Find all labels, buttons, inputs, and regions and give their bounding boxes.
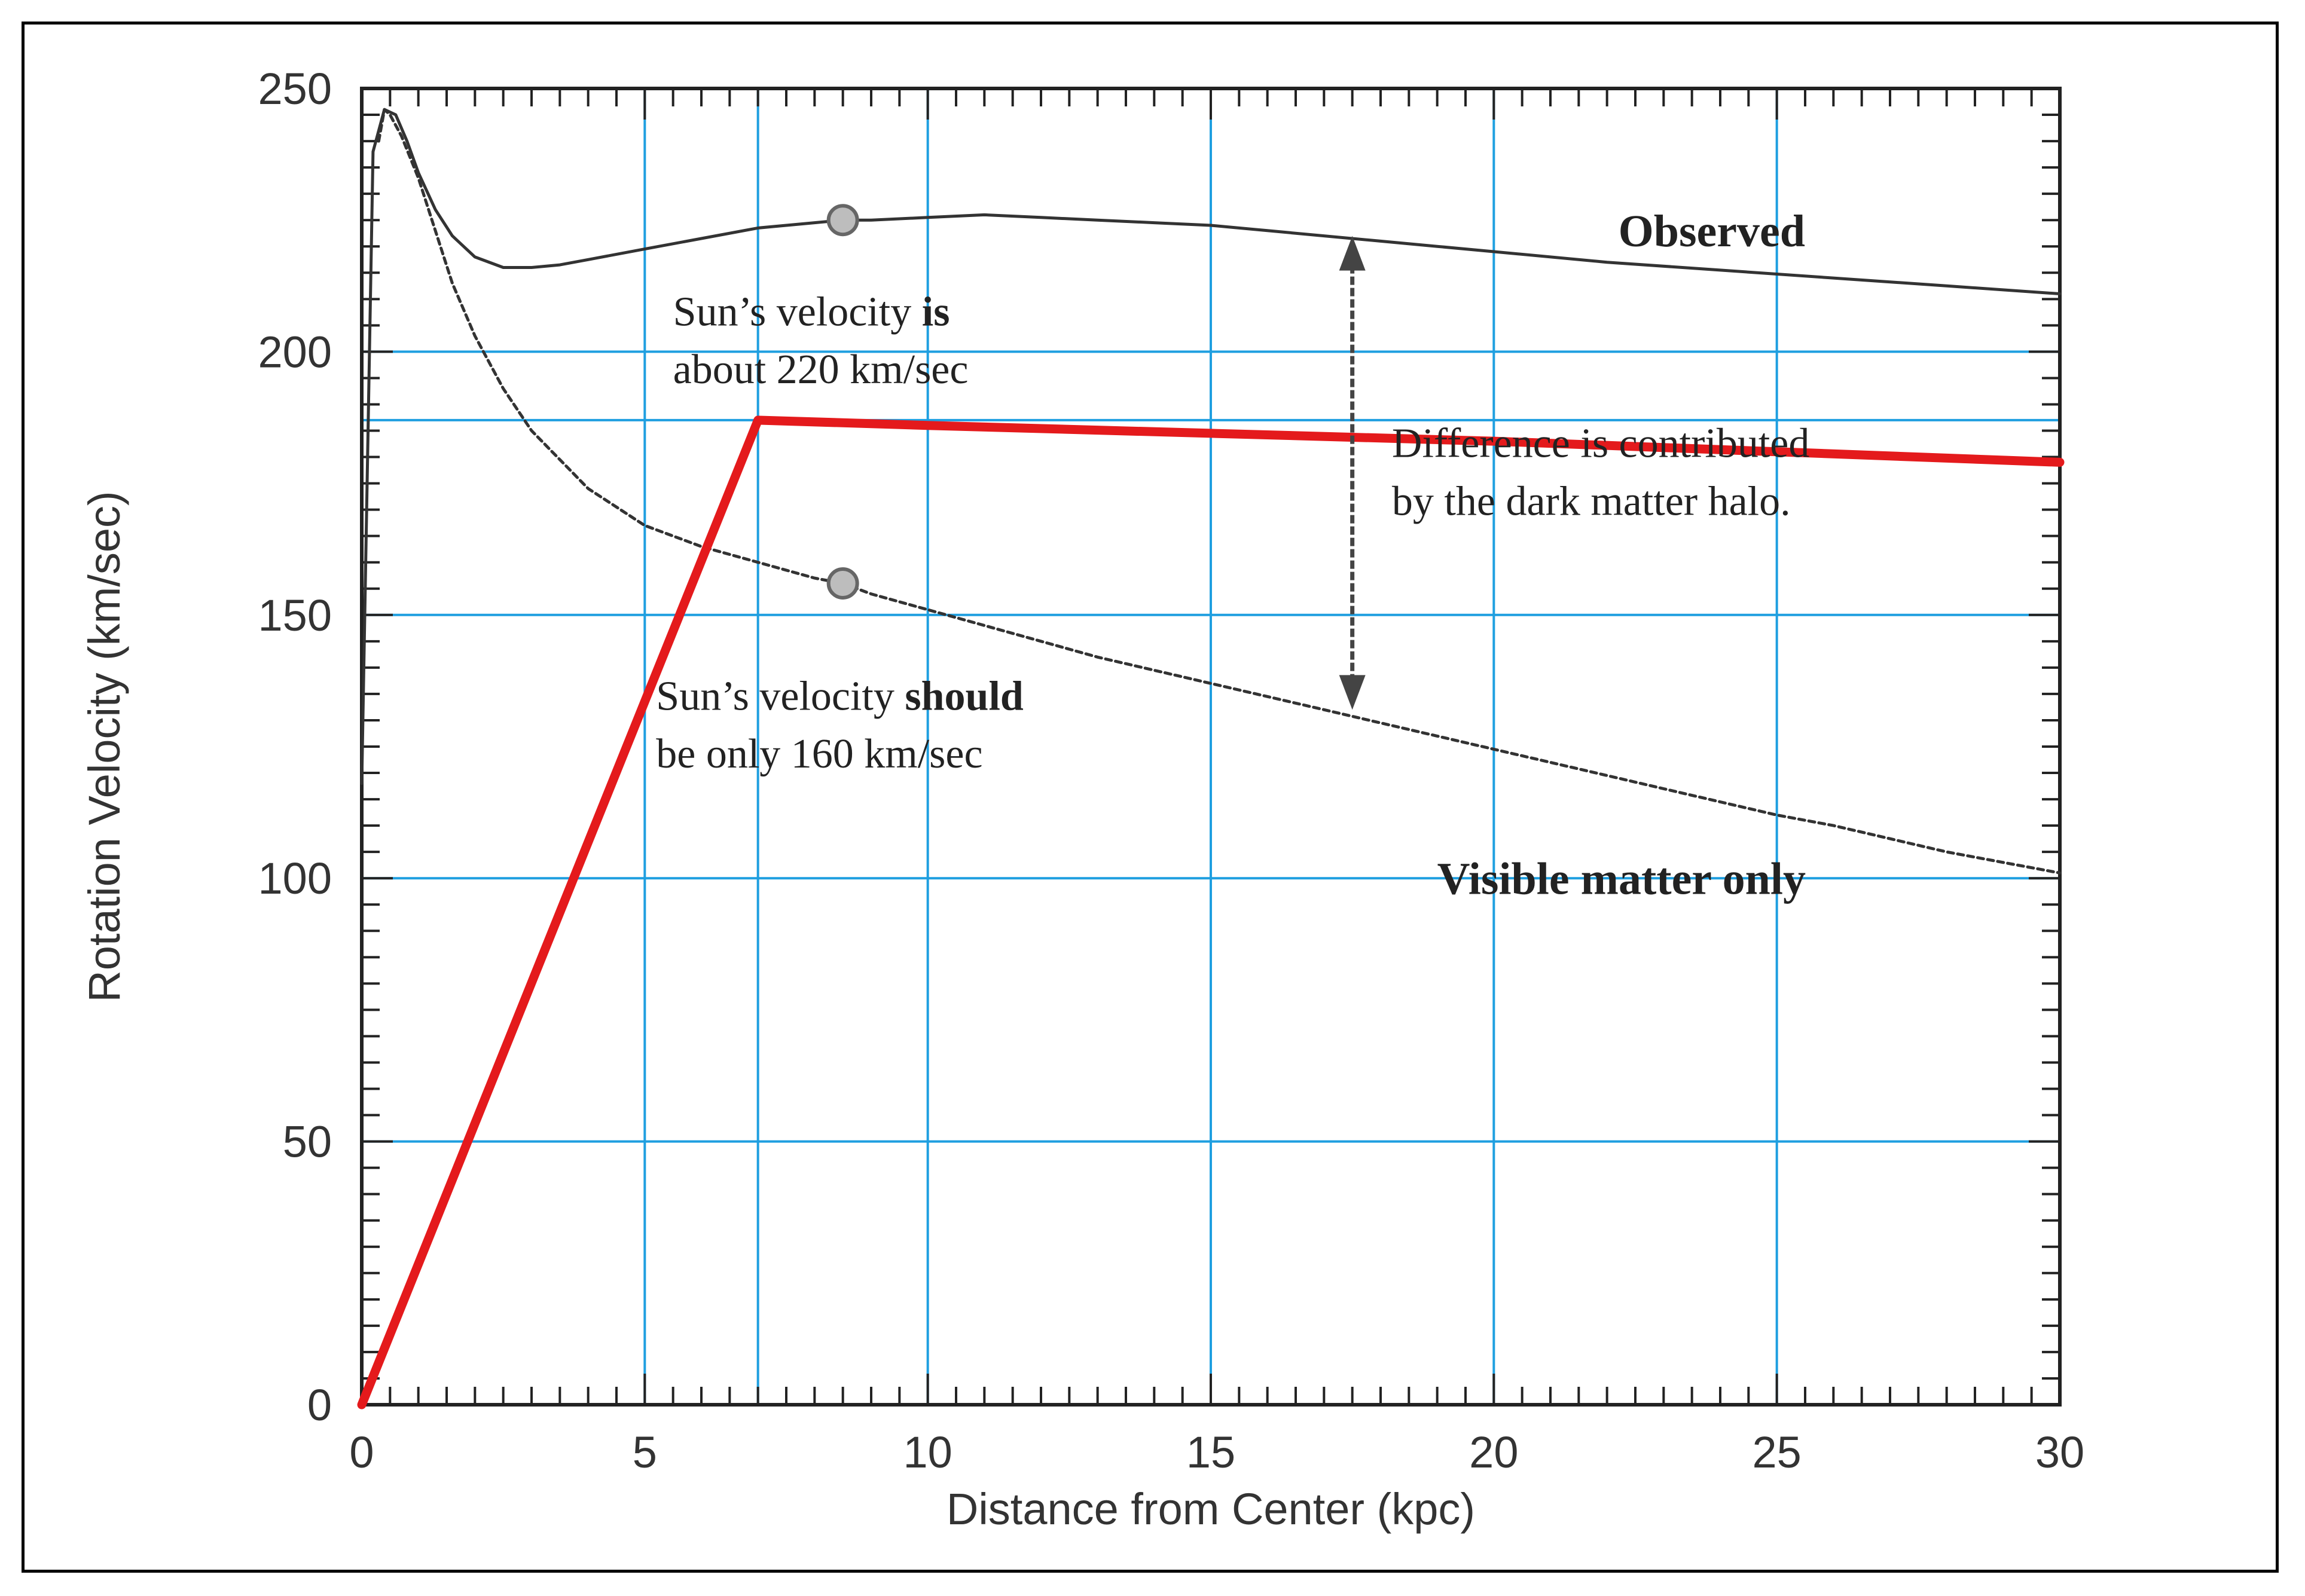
tick-labels: 0 5 10 15 20 25 30 0 50 100 150 200 250 xyxy=(258,64,2085,1477)
arrow-head-bottom xyxy=(1339,675,1366,710)
x-tick-label: 30 xyxy=(2035,1427,2084,1477)
y-tick-label: 100 xyxy=(258,854,332,903)
x-tick-label: 10 xyxy=(903,1427,952,1477)
observed-series-label: Observed xyxy=(1619,206,1805,256)
x-tick-label: 0 xyxy=(349,1427,374,1477)
y-tick-label: 0 xyxy=(307,1380,332,1430)
sun-velocity-should-annotation-line1: Sun’s velocity should xyxy=(656,673,1024,719)
x-tick-label: 25 xyxy=(1753,1427,1802,1477)
visible-series-label: Visible matter only xyxy=(1437,854,1806,904)
arrow-head-top xyxy=(1339,236,1366,271)
sun-velocity-should-text: Sun’s velocity xyxy=(656,673,905,719)
figure-frame xyxy=(22,22,2279,1573)
visible-matter-line xyxy=(377,108,2062,875)
grid xyxy=(362,88,2060,1405)
sun-velocity-should-bold: should xyxy=(905,673,1024,719)
difference-arrow xyxy=(1339,236,1366,710)
sun-velocity-is-annotation-line2: about 220 km/sec xyxy=(673,347,969,393)
x-tick-label: 15 xyxy=(1186,1427,1235,1477)
sun-velocity-is-text: Sun’s velocity xyxy=(673,289,922,335)
x-tick-label: 5 xyxy=(633,1427,657,1477)
difference-annotation-line1: Difference is contributed xyxy=(1392,421,1809,467)
red-overlay-line xyxy=(357,415,2065,1410)
sun-velocity-is-annotation-line1: Sun’s velocity is xyxy=(673,289,950,335)
y-axis-label: Rotation Velocity (km/sec) xyxy=(80,491,129,1002)
sun-markers xyxy=(826,204,859,600)
y-tick-label: 200 xyxy=(258,327,332,377)
y-tick-label: 50 xyxy=(283,1117,332,1167)
sun-velocity-is-bold: is xyxy=(922,289,950,335)
difference-annotation-line2: by the dark matter halo. xyxy=(1392,478,1791,524)
y-tick-label: 150 xyxy=(258,591,332,640)
x-axis-label: Distance from Center (kpc) xyxy=(947,1484,1475,1534)
sun-velocity-should-annotation-line2: be only 160 km/sec xyxy=(656,731,982,777)
x-tick-label: 20 xyxy=(1469,1427,1518,1477)
visible-sun-marker xyxy=(826,567,859,600)
observed-sun-marker xyxy=(826,204,859,237)
y-tick-label: 250 xyxy=(258,64,332,114)
